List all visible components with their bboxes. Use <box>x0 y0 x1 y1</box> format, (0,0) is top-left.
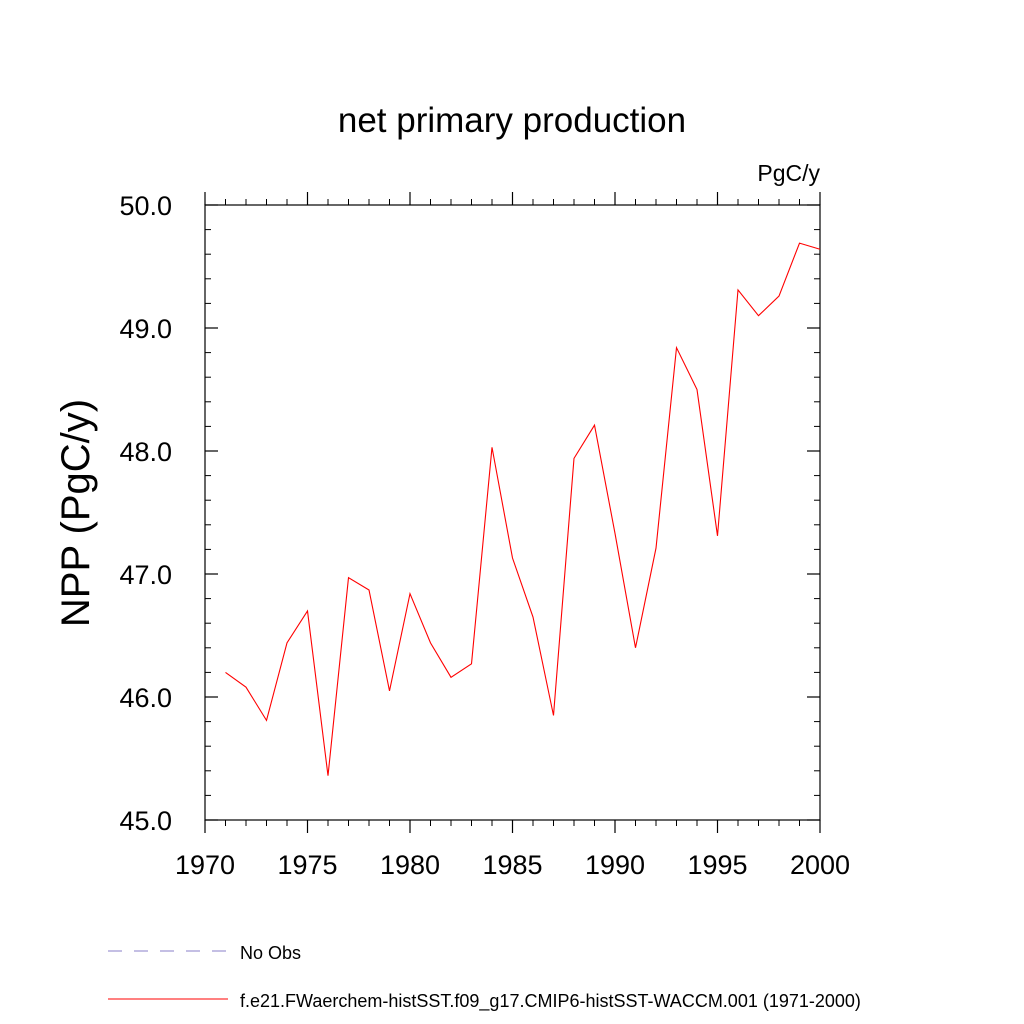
data-point <box>696 389 698 391</box>
data-point <box>348 577 350 579</box>
x-tick-label: 2000 <box>790 850 850 880</box>
x-tick-label: 1980 <box>380 850 440 880</box>
axis-tick-labels: 1970 1975 1980 1985 1990 1995 2000 45.0 46.0 47.0… <box>119 191 850 880</box>
data-point <box>573 457 575 459</box>
y-tick-label: 49.0 <box>119 314 172 344</box>
legend-label: f.e21.FWaerchem-histSST.f09_g17.CMIP6-hi… <box>240 991 861 1012</box>
data-point <box>430 642 432 644</box>
data-point <box>717 535 719 537</box>
data-point <box>368 589 370 591</box>
data-point <box>532 616 534 618</box>
x-tick-label: 1975 <box>277 850 337 880</box>
data-point <box>778 295 780 297</box>
data-point <box>471 663 473 665</box>
y-tick-label: 50.0 <box>119 191 172 221</box>
series-layer <box>225 242 821 777</box>
axis-ticks <box>204 192 821 833</box>
x-tick-label: 1970 <box>175 850 235 880</box>
data-point <box>594 424 596 426</box>
data-point <box>450 676 452 678</box>
data-point <box>225 671 227 673</box>
plot-frame <box>204 204 821 821</box>
data-point <box>614 532 616 534</box>
units-label: PgC/y <box>757 160 820 186</box>
data-point <box>553 714 555 716</box>
y-tick-label: 45.0 <box>119 806 172 836</box>
data-point <box>635 647 637 649</box>
x-tick-label: 1995 <box>687 850 747 880</box>
legend: No Obs f.e21.FWaerchem-histSST.f09_g17.CM… <box>108 943 861 1012</box>
data-point <box>758 315 760 317</box>
data-point <box>327 775 329 777</box>
data-point <box>676 347 678 349</box>
data-point <box>286 642 288 644</box>
data-point <box>409 593 411 595</box>
data-point <box>389 690 391 692</box>
y-tick-label: 46.0 <box>119 683 172 713</box>
data-point <box>655 547 657 549</box>
data-point <box>245 686 247 688</box>
series-line-0 <box>225 242 821 776</box>
x-tick-label: 1990 <box>585 850 645 880</box>
data-point <box>266 719 268 721</box>
chart-title: net primary production <box>338 101 686 140</box>
x-tick-label: 1985 <box>482 850 542 880</box>
data-point <box>819 248 821 250</box>
data-point <box>307 610 309 612</box>
data-point <box>737 289 739 291</box>
y-tick-label: 48.0 <box>119 437 172 467</box>
y-tick-label: 47.0 <box>119 560 172 590</box>
data-point <box>491 446 493 448</box>
data-point <box>799 242 801 244</box>
y-axis-label: NPP (PgC/y) <box>54 399 98 627</box>
data-point <box>512 557 514 559</box>
legend-label: No Obs <box>240 943 301 963</box>
